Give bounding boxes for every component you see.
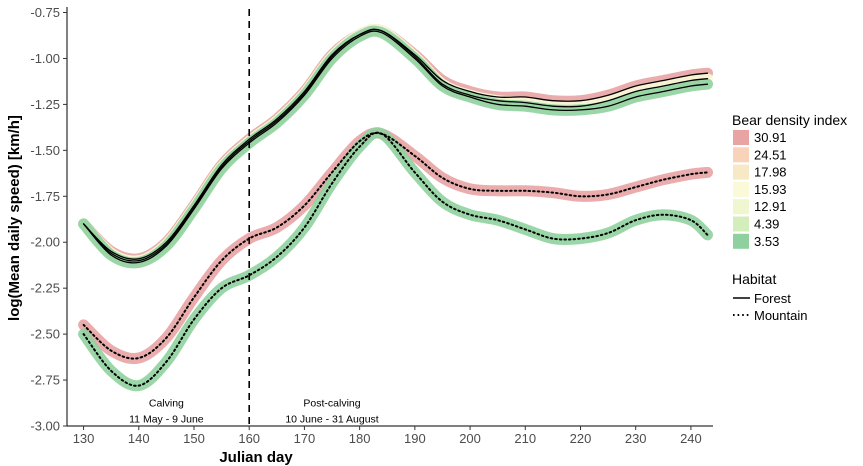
legend-habitat-label: Forest [754,291,791,306]
legend-density-label: 15.93 [754,182,787,197]
legend-habitat-title: Habitat [732,271,776,287]
period-annotations: Calving 11 May - 9 June Post-calving 10 Jun… [129,398,379,426]
legend-habitat-label: Mountain [754,308,807,323]
y-tick-label: -2.50 [30,327,60,342]
y-tick-label: -1.75 [30,189,60,204]
legend-density-label: 3.53 [754,234,779,249]
x-tick-label: 150 [183,431,205,446]
legend-swatch [733,181,749,197]
legend-density-title: Bear density index [732,112,847,128]
x-tick-label: 230 [625,431,647,446]
legend-density-label: 24.51 [754,147,787,162]
x-tick-label: 200 [459,431,481,446]
confidence-ribbons [78,23,713,392]
x-tick-label: 240 [680,431,702,446]
x-axis-ticks: 130 140 150 160 170 180 190 200 210 220 230 240 [73,426,702,446]
legend-density-label: 17.98 [754,165,787,180]
series-forest-3.53 [82,30,709,264]
density-legend-entries: 30.91 24.51 17.98 15.93 12.91 4.39 3.53 [733,130,787,249]
annotation-text: 10 June - 31 August [285,414,378,426]
x-tick-label: 220 [570,431,592,446]
axes [66,7,713,427]
series-forest-15.93 [82,28,709,262]
annotation-text: Post-calving [303,398,360,410]
y-tick-label: -2.75 [30,373,60,388]
series-mountain-30.91 [82,132,709,360]
series-forest-30.91 [82,28,709,260]
x-tick-label: 180 [349,431,371,446]
y-tick-label: -2.25 [30,281,60,296]
annotation-text: 11 May - 9 June [129,414,204,426]
habitat-legend-entries: Forest Mountain [733,291,807,323]
legend-swatch [733,164,749,180]
y-tick-label: -2.00 [30,235,60,250]
y-tick-label: -1.50 [30,143,60,158]
legend-density-label: 30.91 [754,130,787,145]
y-tick-label: -1.25 [30,97,60,112]
x-tick-label: 190 [404,431,426,446]
x-tick-label: 170 [294,431,316,446]
legend: Bear density index 30.91 24.51 17.98 15.93 1… [732,112,847,323]
y-tick-label: -3.00 [30,419,60,434]
y-axis-title: log(Mean daily speed) [km/h] [6,115,23,321]
legend-swatch [733,216,749,232]
ribbon-mountain-30.91 [78,127,713,365]
annotation-text: Calving [149,398,184,410]
legend-swatch [733,130,749,145]
legend-density-label: 4.39 [754,217,779,232]
legend-swatch [733,147,749,163]
x-axis-title: Julian day [219,449,293,466]
legend-swatch [733,233,749,249]
x-tick-label: 140 [128,431,150,446]
y-tick-label: -1.00 [30,51,60,66]
y-tick-label: -0.75 [30,5,60,20]
y-axis-ticks: -3.00 -2.75 -2.50 -2.25 -2.00 -1.75 -1.50 -1.25… [30,5,67,434]
x-tick-label: 210 [514,431,536,446]
x-tick-label: 160 [238,431,260,446]
series-lines [82,28,709,387]
series-mountain-3.53 [82,131,709,387]
legend-swatch [733,199,749,215]
ribbon-mountain-3.53 [78,127,713,392]
legend-density-label: 12.91 [754,199,787,214]
x-tick-label: 130 [73,431,95,446]
